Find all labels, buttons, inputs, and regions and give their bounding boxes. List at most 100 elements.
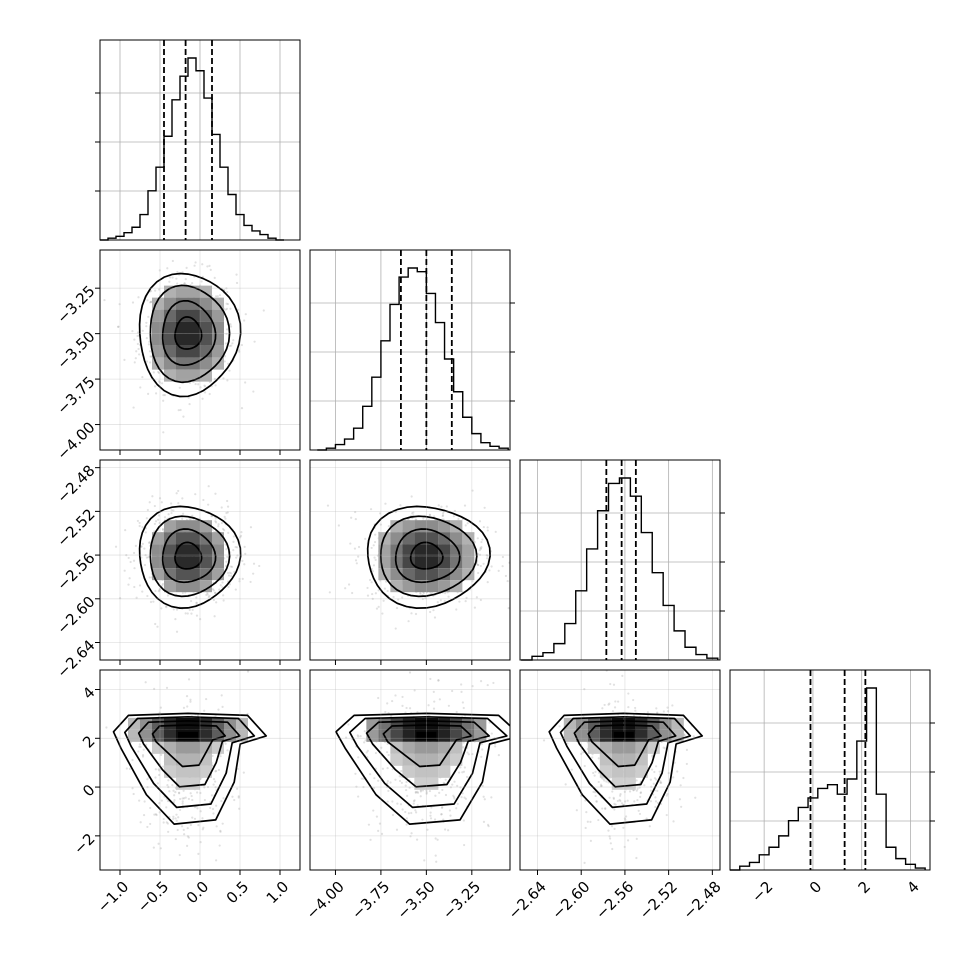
scatter-point: [462, 741, 465, 744]
density-cell: [635, 717, 648, 730]
scatter-point: [447, 595, 450, 598]
scatter-point: [141, 754, 145, 757]
scatter-point: [431, 592, 434, 595]
scatter-point: [147, 556, 150, 559]
scatter-point: [428, 514, 431, 517]
scatter-point: [211, 807, 215, 811]
scatter-point: [365, 751, 368, 754]
density-cell: [462, 556, 475, 569]
density-cell: [176, 568, 188, 581]
scatter-point: [208, 594, 211, 597]
scatter-point: [357, 545, 361, 549]
scatter-point: [144, 681, 147, 684]
scatter-point: [150, 300, 153, 304]
scatter-point: [148, 350, 152, 353]
scatter-point: [223, 528, 226, 532]
scatter-point: [659, 780, 662, 783]
scatter-point: [218, 588, 221, 591]
scatter-point: [676, 770, 679, 773]
histogram-panel-p2: [519, 459, 725, 661]
density-cell: [164, 285, 176, 298]
scatter-point: [394, 778, 397, 781]
scatter-point: [452, 515, 455, 518]
scatter-point: [380, 746, 383, 749]
scatter-point: [463, 796, 466, 799]
scatter-point: [215, 601, 218, 604]
scatter-point: [183, 282, 186, 285]
scatter-point: [182, 797, 186, 800]
scatter-point: [148, 576, 151, 579]
density-cell: [390, 520, 403, 533]
density-cell: [212, 345, 224, 358]
scatter-point: [486, 526, 489, 529]
density-cell: [426, 753, 439, 766]
scatter-point: [225, 332, 228, 335]
scatter-point: [181, 797, 184, 800]
scatter-point: [501, 565, 504, 568]
scatter-point: [154, 289, 157, 292]
scatter-point: [133, 361, 136, 364]
density-cell: [366, 717, 379, 730]
scatter-point: [131, 758, 134, 762]
scatter-point: [181, 800, 184, 803]
density-cell: [176, 777, 188, 790]
scatter-point: [479, 547, 483, 550]
scatter-point: [622, 826, 625, 829]
scatter-point: [233, 570, 236, 574]
scatter-point: [607, 703, 610, 706]
scatter-point: [228, 344, 231, 348]
scatter-point: [242, 771, 245, 774]
density-peak: [178, 731, 198, 740]
scatter-point: [453, 780, 456, 783]
scatter-point: [187, 396, 190, 399]
scatter-point: [483, 506, 486, 509]
scatter-point: [212, 812, 215, 815]
scatter-point: [455, 710, 458, 714]
scatter-point: [659, 781, 662, 784]
scatter-point: [357, 735, 360, 738]
scatter-point: [421, 818, 424, 821]
scatter-point: [419, 795, 422, 798]
scatter-point: [636, 787, 639, 790]
scatter-point: [663, 747, 667, 750]
scatter-point: [149, 289, 153, 293]
scatter-point: [243, 545, 246, 548]
scatter-point: [550, 757, 552, 759]
scatter-point: [441, 512, 445, 515]
scatter-point: [214, 521, 218, 524]
scatter-point: [238, 577, 241, 581]
scatter-point: [238, 350, 241, 353]
y-tick-label: −3.25: [53, 282, 98, 327]
scatter-point: [144, 554, 147, 557]
scatter-point: [379, 523, 382, 526]
scatter-point: [240, 531, 243, 534]
scatter-point: [225, 328, 229, 331]
scatter-point: [225, 307, 229, 310]
density-cell: [623, 777, 636, 790]
density-cell: [426, 777, 439, 790]
scatter-point: [464, 524, 467, 527]
scatter-point: [174, 791, 177, 794]
contour-line: [137, 720, 241, 788]
density-cell: [164, 741, 176, 754]
scatter-point: [462, 706, 465, 710]
scatter-point: [194, 261, 197, 264]
scatter-point: [146, 508, 149, 512]
scatter-point: [236, 787, 239, 790]
scatter-point: [146, 299, 149, 302]
scatter-point: [453, 797, 456, 800]
scatter-point: [141, 590, 144, 593]
scatter-point: [162, 431, 165, 434]
scatter-point: [613, 808, 616, 811]
density-cell: [200, 556, 212, 569]
density-cell: [426, 765, 439, 778]
scatter-point: [221, 705, 224, 708]
y-tick-label: 0: [79, 781, 98, 800]
scatter-point: [225, 511, 228, 515]
scatter-point: [410, 832, 413, 835]
density-cell: [188, 333, 200, 346]
scatter-point: [362, 777, 365, 780]
scatter-point: [223, 360, 226, 363]
scatter-point: [357, 795, 360, 798]
density-cell: [462, 717, 475, 730]
